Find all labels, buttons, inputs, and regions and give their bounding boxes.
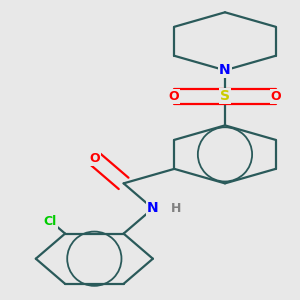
- Text: N: N: [147, 202, 159, 215]
- Text: O: O: [169, 90, 179, 103]
- Text: Cl: Cl: [44, 214, 57, 227]
- Text: O: O: [89, 152, 100, 165]
- Text: S: S: [220, 89, 230, 103]
- Text: H: H: [171, 202, 181, 215]
- Text: O: O: [271, 90, 281, 103]
- Text: N: N: [219, 63, 231, 77]
